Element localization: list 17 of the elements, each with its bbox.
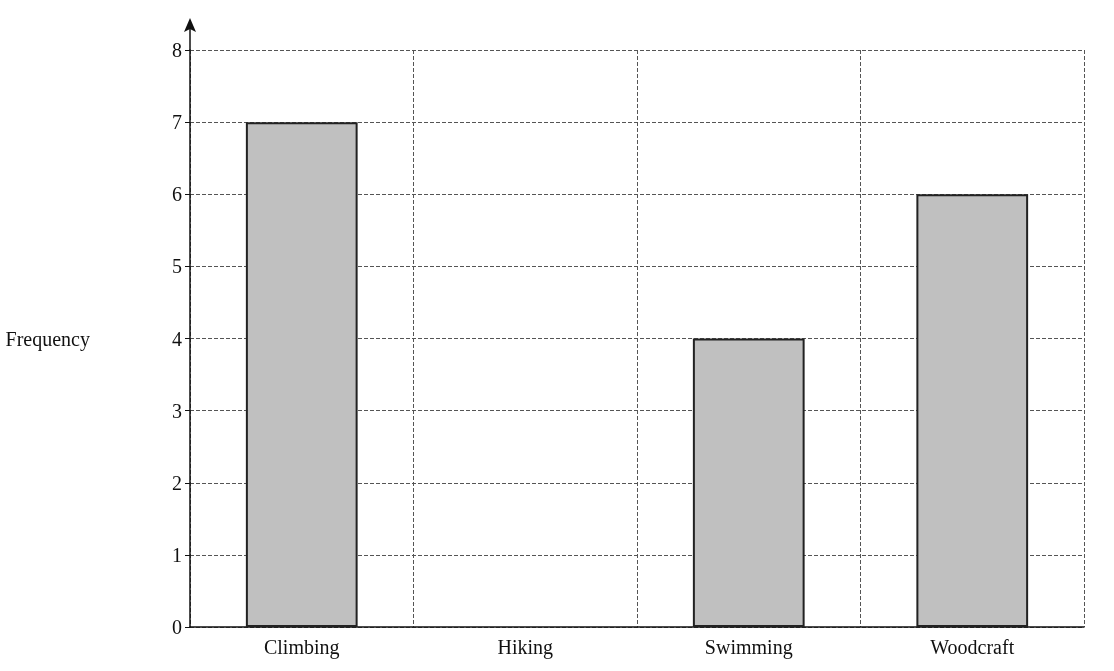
y-tick-label: 5 (172, 255, 182, 278)
y-tick-label: 7 (172, 111, 182, 134)
y-tick-label: 6 (172, 183, 182, 206)
y-tick-label: 2 (172, 471, 182, 494)
x-tick-label: Hiking (497, 636, 554, 659)
x-tick-label: Climbing (263, 636, 340, 659)
bar (692, 338, 805, 627)
y-tick-label: 3 (172, 399, 182, 422)
bar (916, 194, 1029, 627)
y-tick-label: 8 (172, 39, 182, 61)
x-tick-label: Swimming (704, 636, 793, 659)
y-tick-label: 1 (172, 543, 182, 566)
x-tick-label: Woodcraft (930, 636, 1015, 658)
y-axis-title: Frequency (5, 327, 90, 351)
y-tick-label: 0 (172, 616, 182, 638)
y-tick-label: 4 (172, 327, 182, 350)
bar (245, 122, 358, 627)
